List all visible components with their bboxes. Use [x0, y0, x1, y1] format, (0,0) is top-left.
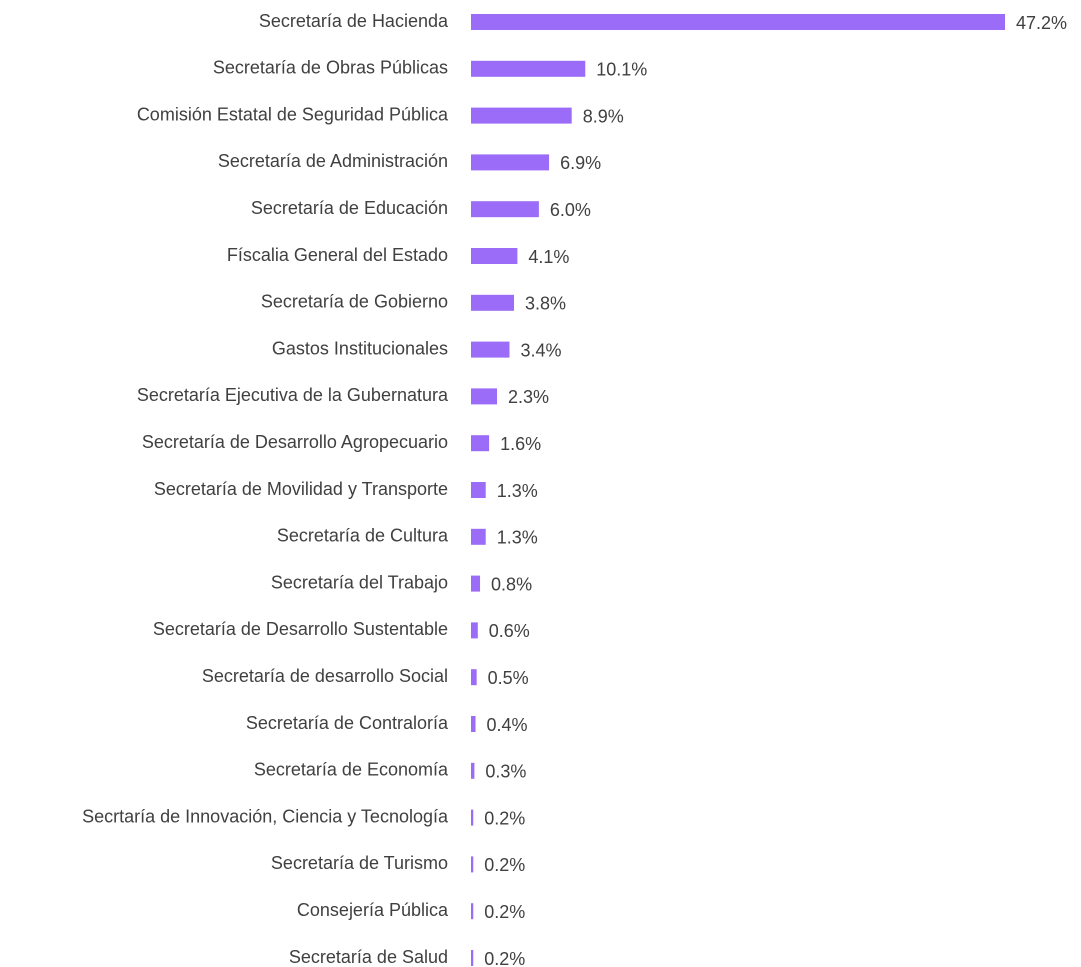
category-label: Secretaría del Trabajo — [271, 572, 448, 592]
category-label: Secretaría de Administración — [218, 151, 448, 171]
category-label: Secretaría de Gobierno — [261, 292, 448, 312]
bar — [471, 294, 514, 311]
value-label: 0.3% — [485, 762, 526, 782]
bar — [471, 716, 476, 732]
bar — [471, 154, 550, 171]
category-label: Consejería Pública — [297, 900, 449, 920]
bar — [471, 14, 1005, 30]
bar — [471, 341, 510, 358]
bar — [471, 388, 498, 405]
category-label: Secretaría de Desarrollo Sustentable — [153, 619, 448, 639]
value-label: 0.2% — [484, 949, 525, 967]
bar — [471, 107, 572, 124]
value-label: 0.4% — [487, 715, 528, 735]
category-label: Secretaría Ejecutiva de la Gubernatura — [137, 385, 449, 405]
bar — [471, 201, 539, 218]
category-label: Secretaría de desarrollo Social — [202, 666, 448, 686]
bar — [471, 856, 474, 873]
category-label: Gastos Institucionales — [272, 338, 448, 358]
bar — [471, 809, 474, 826]
category-label: Secretaría de Contraloría — [246, 713, 449, 733]
bar — [471, 482, 486, 498]
value-label: 0.5% — [488, 668, 529, 688]
category-label: Secretaría de Movilidad y Transporte — [154, 479, 448, 499]
category-label: Secretaría de Cultura — [277, 526, 449, 546]
value-label: 47.2% — [1016, 13, 1067, 33]
bar — [471, 575, 481, 592]
value-label: 1.6% — [500, 434, 541, 454]
bar — [471, 248, 518, 264]
bar — [471, 435, 490, 452]
value-label: 10.1% — [596, 60, 647, 80]
category-label: Secretaría de Educación — [251, 198, 448, 218]
value-label: 2.3% — [508, 387, 549, 407]
value-label: 6.0% — [550, 200, 591, 220]
bar — [471, 669, 477, 686]
bar — [471, 528, 486, 545]
bar — [471, 622, 478, 639]
category-label: Secretaría de Obras Públicas — [213, 58, 448, 78]
category-label: Secretaría de Economía — [254, 760, 449, 780]
value-label: 3.4% — [520, 340, 561, 360]
bar — [471, 762, 475, 779]
value-label: 1.3% — [497, 528, 538, 548]
value-label: 4.1% — [528, 247, 569, 267]
bar — [471, 60, 586, 77]
category-label: Secrtaría de Innovación, Ciencia y Tecno… — [82, 806, 449, 826]
value-label: 8.9% — [583, 106, 624, 126]
category-label: Secretaría de Turismo — [271, 853, 448, 873]
bar — [471, 903, 474, 920]
value-label: 1.3% — [497, 481, 538, 501]
category-label: Secretaría de Hacienda — [259, 11, 449, 31]
bar — [471, 950, 474, 966]
value-label: 0.2% — [484, 855, 525, 875]
category-label: Comisión Estatal de Seguridad Pública — [137, 104, 449, 124]
value-label: 3.8% — [525, 294, 566, 314]
value-label: 6.9% — [560, 153, 601, 173]
value-label: 0.6% — [489, 621, 530, 641]
value-label: 0.2% — [484, 902, 525, 922]
category-label: Secretaría de Desarrollo Agropecuario — [142, 432, 448, 452]
value-label: 0.8% — [491, 574, 532, 594]
value-label: 0.2% — [484, 808, 525, 828]
category-label: Secretaría de Salud — [289, 947, 448, 967]
category-label: Físcalia General del Estado — [227, 245, 448, 265]
